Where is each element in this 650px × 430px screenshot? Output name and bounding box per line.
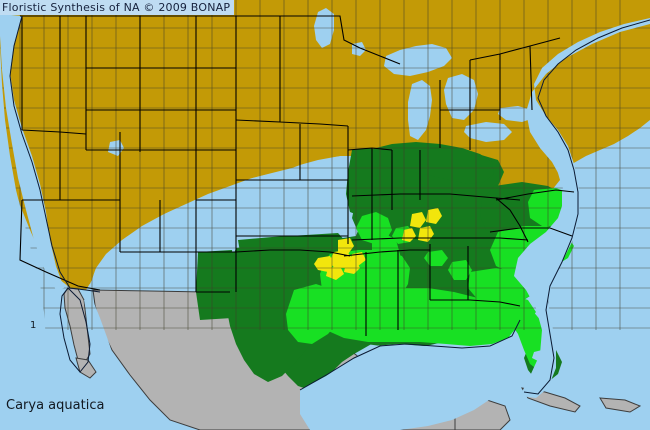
rare-county-kentucky-2: [426, 208, 442, 224]
present-state-ohio-indiana: [368, 142, 494, 184]
rare-county-texas-panhandle: [350, 252, 366, 266]
lake-ontario: [498, 106, 534, 122]
alabama-georgia-borders: [429, 244, 469, 300]
atlantic-remask: [514, 18, 650, 398]
gulf-of-california: [84, 298, 114, 362]
gulf-remask: [300, 332, 520, 430]
rare-county-missouri-1: [338, 238, 354, 254]
us-canada-border: [20, 15, 401, 65]
species-name-label: Carya aquatica: [6, 398, 105, 413]
appalachian-ridge: [495, 197, 529, 243]
scale-marker-label: 1: [30, 320, 37, 331]
gulf-coastline: [299, 319, 521, 391]
illinois-borders: [347, 147, 393, 240]
baja-south-tip: [75, 357, 97, 379]
new-mexico-borders: [195, 252, 237, 293]
atlantic-coastline: [523, 19, 650, 395]
southwest-borders: [120, 200, 236, 253]
pacific-remask: [0, 0, 70, 430]
pacific-coast-remask: [0, 14, 64, 290]
coastline-layer: [9, 15, 650, 395]
indiana-ohio-borders: [391, 150, 421, 210]
florida-north-border: [430, 299, 521, 307]
california-border: [19, 199, 101, 291]
lake-michigan: [408, 80, 432, 140]
caribbean-island-hispaniola: [599, 397, 642, 413]
pacific-coastline: [9, 15, 101, 293]
dakota-borders: [235, 16, 349, 127]
mississippi-louisiana-borders: [365, 250, 399, 336]
virginia-north-border: [495, 189, 575, 201]
county-boundary-layer: [0, 0, 650, 330]
county-grid-horizontal: [0, 27, 650, 329]
bright-county-alabama-scatter: [448, 260, 472, 280]
nebraska-iowa-borders: [236, 124, 349, 244]
tennessee-south-border: [351, 237, 529, 241]
plains-horizontal-borders: [86, 67, 236, 201]
midatlantic-borders: [439, 60, 500, 150]
present-state-new-mexico: [196, 250, 234, 320]
northeast-borders: [469, 37, 561, 120]
texas-oklahoma-border: [235, 249, 351, 257]
rare-county-kentucky-1: [410, 212, 426, 228]
arkansas-north-border: [343, 249, 430, 257]
bright-county-east-texas: [286, 284, 344, 344]
map-title-banner: Floristic Synthesis of NA © 2009 BONAP: [0, 0, 235, 15]
rare-county-oklahoma-2: [326, 266, 344, 280]
bright-county-gulf-coast: [314, 288, 516, 346]
baja-outline: [59, 287, 91, 373]
great-basin-borders: [22, 16, 121, 252]
plains-vertical-borders: [85, 16, 237, 252]
state-boundary-layer: [19, 15, 575, 336]
carolina-borders: [489, 227, 573, 237]
